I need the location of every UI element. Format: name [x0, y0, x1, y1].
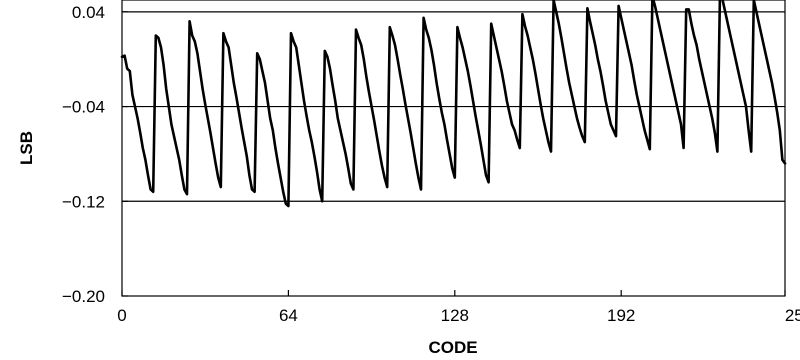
y-tick-labels: 0.04 −0.04 −0.12 −0.20: [62, 3, 105, 306]
y-gridlines: [122, 11, 785, 202]
y-tick-label: −0.12: [62, 192, 105, 211]
series-group: [120, 0, 787, 208]
series-line: [120, 0, 787, 208]
x-tick-label: 255: [785, 306, 800, 325]
x-tick-labels: 0 64 128 192 255: [117, 306, 800, 325]
y-tick-label: −0.04: [62, 98, 105, 117]
x-tick-label: 0: [117, 306, 126, 325]
x-tick-label: 192: [607, 306, 635, 325]
plot-area: [121, 0, 786, 297]
axis-ticks: [121, 11, 786, 297]
y-tick-label: −0.20: [62, 287, 105, 306]
y-axis-title: LSB: [17, 131, 36, 165]
x-tick-label: 128: [441, 306, 469, 325]
x-tick-label: 64: [279, 306, 298, 325]
x-axis-title: CODE: [428, 338, 477, 357]
y-tick-label: 0.04: [72, 3, 105, 22]
